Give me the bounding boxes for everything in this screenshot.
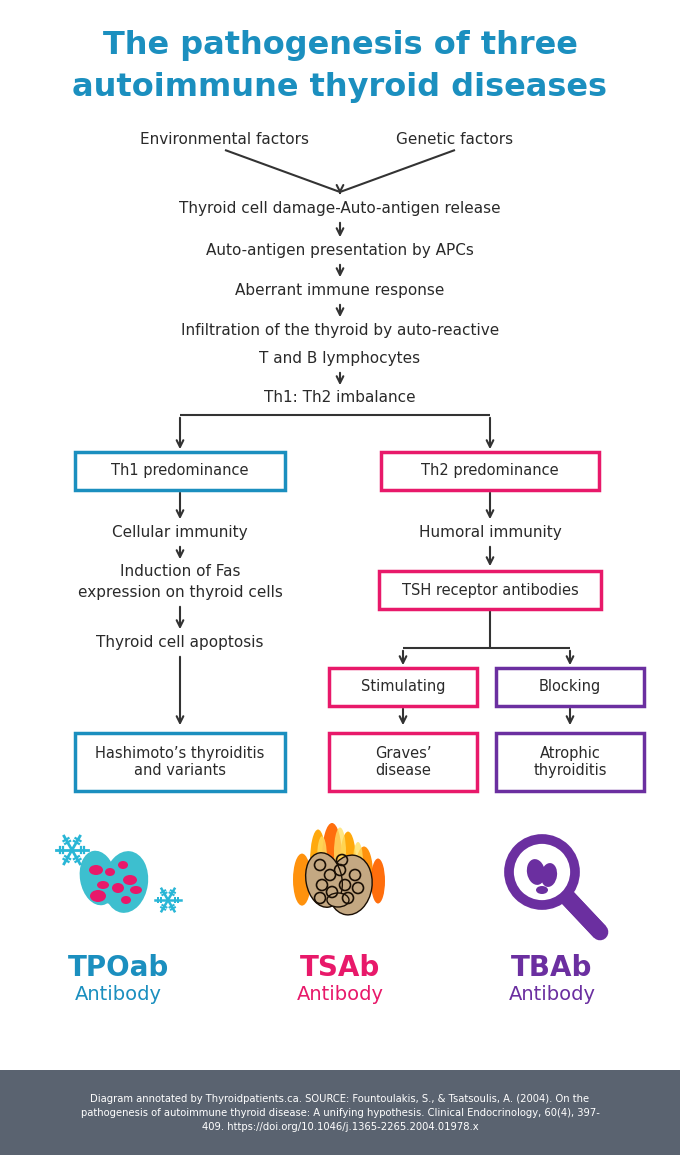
Ellipse shape [90, 891, 106, 902]
Ellipse shape [305, 852, 342, 908]
FancyBboxPatch shape [329, 668, 477, 706]
Ellipse shape [89, 865, 103, 875]
Ellipse shape [118, 860, 128, 869]
Bar [0, 1070, 680, 1155]
Ellipse shape [355, 847, 373, 902]
Ellipse shape [310, 829, 326, 894]
Ellipse shape [97, 881, 109, 889]
Text: Hashimoto’s thyroiditis
and variants: Hashimoto’s thyroiditis and variants [95, 746, 265, 778]
Ellipse shape [293, 854, 311, 906]
FancyBboxPatch shape [329, 733, 477, 791]
Text: Antibody: Antibody [509, 984, 596, 1004]
FancyBboxPatch shape [381, 452, 599, 490]
Ellipse shape [334, 827, 346, 878]
Text: Antibody: Antibody [75, 984, 162, 1004]
Text: expression on thyroid cells: expression on thyroid cells [78, 584, 282, 599]
FancyBboxPatch shape [75, 452, 285, 490]
Text: Cellular immunity: Cellular immunity [112, 524, 248, 539]
Text: Antibody: Antibody [296, 984, 384, 1004]
Text: Auto-antigen presentation by APCs: Auto-antigen presentation by APCs [206, 243, 474, 258]
Text: Induction of Fas: Induction of Fas [120, 565, 240, 580]
FancyBboxPatch shape [379, 571, 601, 609]
Ellipse shape [527, 859, 545, 885]
Text: autoimmune thyroid diseases: autoimmune thyroid diseases [73, 72, 607, 103]
Text: Stimulating: Stimulating [361, 679, 445, 694]
Text: TSH receptor antibodies: TSH receptor antibodies [402, 582, 579, 597]
Ellipse shape [353, 842, 363, 882]
FancyBboxPatch shape [496, 668, 644, 706]
Text: The pathogenesis of three: The pathogenesis of three [103, 30, 577, 61]
Text: TBAb: TBAb [511, 954, 593, 982]
Text: Th2 predominance: Th2 predominance [421, 463, 559, 478]
Ellipse shape [322, 824, 342, 893]
Ellipse shape [102, 892, 122, 904]
FancyBboxPatch shape [75, 733, 285, 791]
Ellipse shape [121, 896, 131, 904]
Circle shape [509, 839, 575, 906]
Ellipse shape [327, 893, 349, 907]
Text: Diagram annotated by Thyroidpatients.ca. SOURCE: Fountoulakis, S., & Tsatsoulis,: Diagram annotated by Thyroidpatients.ca.… [80, 1094, 600, 1132]
Ellipse shape [105, 869, 115, 875]
Text: Aberrant immune response: Aberrant immune response [235, 283, 445, 298]
Ellipse shape [123, 875, 137, 885]
Text: Graves’
disease: Graves’ disease [375, 746, 431, 778]
Text: Th1 predominance: Th1 predominance [112, 463, 249, 478]
Ellipse shape [317, 836, 327, 881]
Text: Infiltration of the thyroid by auto-reactive: Infiltration of the thyroid by auto-reac… [181, 322, 499, 337]
Ellipse shape [80, 851, 116, 906]
Ellipse shape [328, 855, 372, 915]
Ellipse shape [112, 884, 124, 893]
Text: Thyroid cell damage-Auto-antigen release: Thyroid cell damage-Auto-antigen release [180, 201, 500, 216]
Text: Atrophic
thyroiditis: Atrophic thyroiditis [533, 746, 607, 778]
Ellipse shape [371, 858, 385, 903]
Text: Blocking: Blocking [539, 679, 601, 694]
Ellipse shape [541, 863, 557, 887]
Ellipse shape [104, 851, 148, 912]
Text: Thyroid cell apoptosis: Thyroid cell apoptosis [97, 634, 264, 649]
Text: TPOab: TPOab [67, 954, 169, 982]
Text: Humoral immunity: Humoral immunity [419, 524, 562, 539]
Text: Th1: Th2 imbalance: Th1: Th2 imbalance [265, 390, 415, 405]
Text: Environmental factors: Environmental factors [141, 133, 309, 148]
Ellipse shape [130, 886, 142, 894]
Ellipse shape [340, 832, 356, 894]
Text: Genetic factors: Genetic factors [396, 133, 513, 148]
Text: T and B lymphocytes: T and B lymphocytes [260, 350, 420, 365]
FancyBboxPatch shape [496, 733, 644, 791]
Text: TSAb: TSAb [300, 954, 380, 982]
Ellipse shape [536, 886, 548, 894]
